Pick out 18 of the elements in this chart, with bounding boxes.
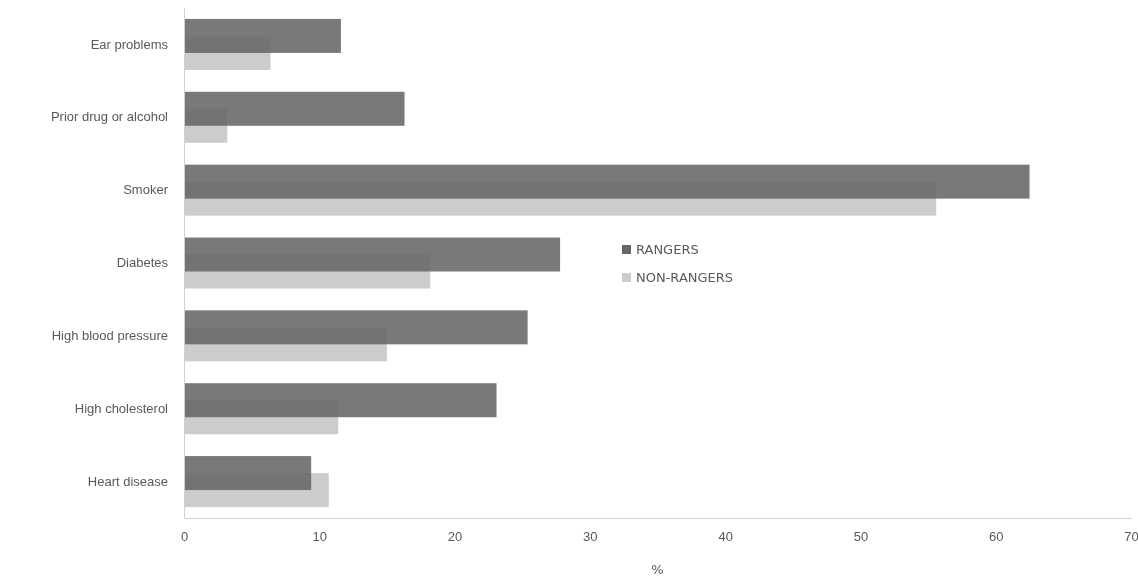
y-tick-label: High blood pressure <box>51 328 168 344</box>
x-tick-label: 50 <box>853 529 869 545</box>
y-tick-label: Heart disease <box>87 473 168 489</box>
y-tick-label: Prior drug or alcohol <box>50 109 169 125</box>
x-tick-label: 70 <box>1124 529 1138 545</box>
x-tick-label: 20 <box>447 529 463 545</box>
x-tick-label: 40 <box>718 529 733 545</box>
x-tick-label: 30 <box>583 529 598 545</box>
legend-label: RANGERS <box>636 242 699 257</box>
x-axis-title: % <box>651 562 664 577</box>
x-tick-label: 10 <box>312 529 328 545</box>
x-tick-label: 0 <box>180 529 189 545</box>
y-tick-label: Smoker <box>123 182 169 198</box>
legend-label: NON-RANGERS <box>636 270 734 285</box>
x-tick-label: 60 <box>988 529 1004 545</box>
y-tick-label: Diabetes <box>116 255 169 271</box>
y-tick-label: Ear problems <box>90 36 169 52</box>
y-tick-label: High cholesterol <box>74 400 169 416</box>
